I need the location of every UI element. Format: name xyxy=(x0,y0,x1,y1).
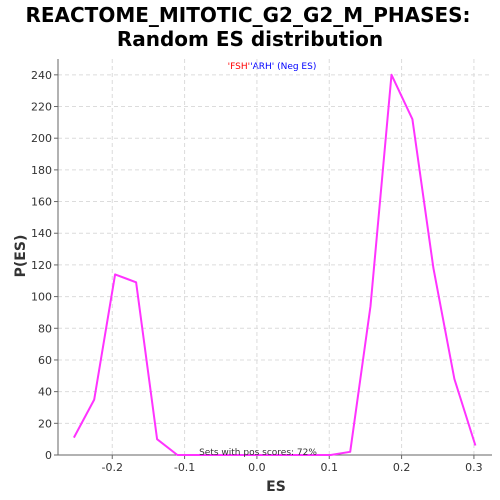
x-tick-label: 0.2 xyxy=(393,461,411,474)
y-tick-label: 20 xyxy=(38,417,52,430)
y-tick-label: 140 xyxy=(31,227,52,240)
chart-title-line-2: Random ES distribution xyxy=(117,27,383,51)
y-tick-label: 60 xyxy=(38,354,52,367)
y-tick-label: 0 xyxy=(45,449,52,462)
y-tick-label: 80 xyxy=(38,322,52,335)
x-tick-label: 0.3 xyxy=(465,461,483,474)
grid-lines xyxy=(58,59,492,456)
y-tick-label: 240 xyxy=(31,69,52,82)
y-axis-title: P(ES) xyxy=(13,235,29,278)
subtitle-neg-label: 'ARH' (Neg ES) xyxy=(250,62,316,72)
y-tick-label: 200 xyxy=(31,132,52,145)
y-tick-label: 180 xyxy=(31,164,52,177)
y-tick-label: 160 xyxy=(31,196,52,209)
chart-subtitle: 'FSH''ARH' (Neg ES) xyxy=(228,62,317,72)
x-tick-label: 0.1 xyxy=(321,461,339,474)
y-tick-label: 100 xyxy=(31,291,52,304)
y-tick-label: 40 xyxy=(38,386,52,399)
series-layer xyxy=(73,73,477,456)
x-tick-label: 0.0 xyxy=(248,461,266,474)
x-tick-label: -0.1 xyxy=(174,461,195,474)
x-tick-label: -0.2 xyxy=(102,461,123,474)
es-distribution-line xyxy=(73,73,477,456)
chart-title-line-1: REACTOME_MITOTIC_G2_G2_M_PHASES: xyxy=(25,3,470,27)
axes xyxy=(57,59,492,456)
x-axis-title: ES xyxy=(266,479,286,495)
tick-marks: 0 20 40 60 80 100 120 140 160 180 200 220 240 -0.2 -0.… xyxy=(31,69,483,474)
y-tick-label: 120 xyxy=(31,259,52,272)
y-tick-label: 220 xyxy=(31,101,52,114)
pos-scores-annotation: Sets with pos scores: 72% xyxy=(199,448,317,458)
subtitle-pos-label: 'FSH' xyxy=(228,62,250,72)
